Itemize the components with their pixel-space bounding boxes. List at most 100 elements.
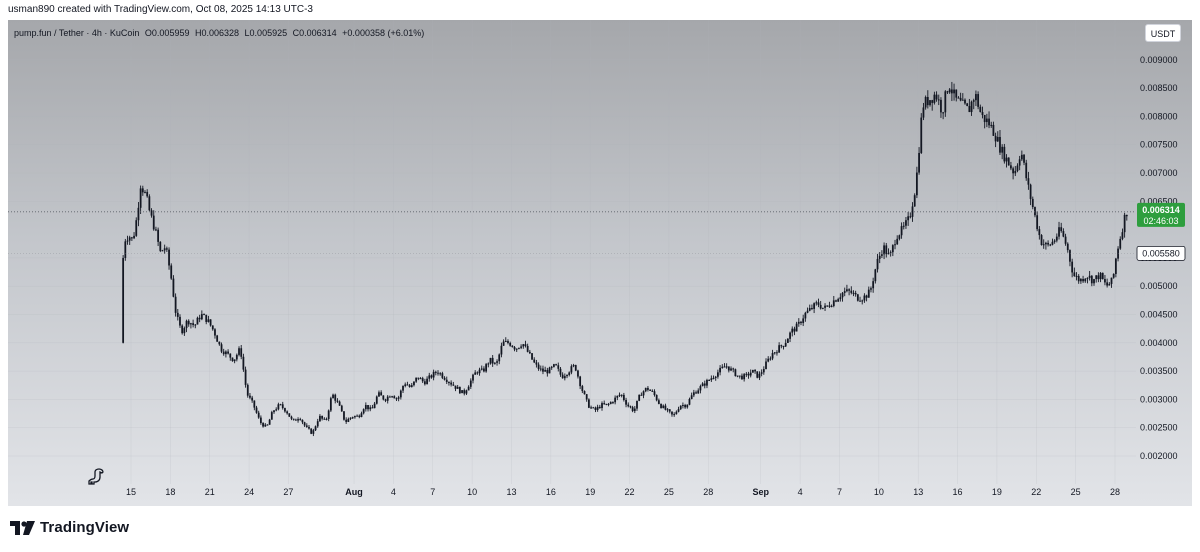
candle-body	[922, 107, 925, 118]
candle-body	[163, 248, 166, 251]
candle-body	[264, 424, 267, 427]
y-tick-label: 0.007000	[1140, 168, 1178, 178]
candle-body	[240, 348, 243, 357]
candle-body	[699, 386, 702, 391]
candle-body	[736, 375, 739, 377]
candle-body	[367, 405, 369, 410]
x-tick-label: 21	[205, 487, 215, 497]
candle-body	[192, 323, 195, 325]
candle-body	[238, 348, 240, 355]
candle-body	[1084, 278, 1087, 282]
candle-body	[159, 241, 162, 251]
candle-body	[389, 396, 391, 398]
candle-body	[1034, 207, 1036, 216]
candle-body	[157, 229, 160, 242]
candle-body	[950, 89, 953, 94]
candle-body	[1119, 238, 1122, 249]
x-tick-label: 19	[992, 487, 1002, 497]
candle-body	[292, 418, 295, 420]
author-credit: usman890 created with TradingView.com, O…	[8, 4, 313, 15]
candle-body	[553, 364, 555, 367]
x-tick-label: 15	[126, 487, 136, 497]
candle-body	[172, 278, 175, 297]
candle-body	[546, 369, 549, 374]
candle-body	[955, 89, 958, 98]
candle-body	[1058, 227, 1060, 237]
candle-body	[273, 410, 275, 413]
candle-body	[402, 385, 404, 391]
candle-body	[806, 310, 809, 313]
currency-button[interactable]: USDT	[1145, 24, 1181, 42]
candle-body	[675, 411, 678, 415]
candle-body	[821, 307, 824, 309]
time-axis[interactable]: 15 18 21 24 27 Aug 4 7 10 13 16 19 22 25 28 Sep 4 7 10 13 16…	[126, 487, 1120, 497]
candle-body	[284, 408, 286, 412]
candle-body	[325, 418, 328, 420]
candle-body	[1018, 159, 1021, 166]
candle-body	[220, 344, 223, 352]
candle-body	[870, 288, 872, 290]
candle-body	[179, 316, 181, 326]
y-tick-label: 0.008500	[1140, 83, 1178, 93]
candle-body	[977, 94, 980, 107]
candle-body	[846, 289, 848, 292]
candle-body	[526, 345, 529, 352]
candle-body	[461, 390, 463, 394]
candle-body	[981, 112, 984, 116]
candle-body	[356, 415, 359, 417]
candle-body	[386, 396, 389, 401]
candle-body	[507, 340, 509, 343]
candle-body	[1110, 277, 1113, 284]
candle-body	[940, 99, 942, 113]
candle-body	[288, 413, 291, 417]
candle-body	[214, 329, 216, 336]
candle-body	[445, 379, 448, 383]
candle-body	[1106, 282, 1109, 286]
x-tick-label: 13	[913, 487, 923, 497]
candle-body	[332, 394, 334, 399]
chart-area[interactable]: 0.009000 0.008500 0.008000 0.007500 0.007000…	[8, 20, 1192, 506]
candle-body	[472, 374, 474, 381]
candle-body	[1047, 242, 1049, 245]
candle-body	[128, 237, 131, 241]
candle-body	[203, 314, 205, 316]
x-tick-label: Aug	[345, 487, 363, 497]
candle-body	[891, 245, 894, 253]
candle-body	[242, 356, 245, 370]
candle-body	[141, 188, 144, 193]
price-axis[interactable]: 0.009000 0.008500 0.008000 0.007500 0.007000…	[1140, 55, 1178, 461]
candle-body	[828, 305, 831, 307]
y-tick-label: 0.006500	[1140, 196, 1178, 206]
candle-body	[581, 386, 584, 392]
candle-body	[474, 372, 477, 375]
candlestick-chart[interactable]: 0.009000 0.008500 0.008000 0.007500 0.007000…	[8, 20, 1192, 506]
candle-body	[257, 412, 260, 418]
tradingview-logo[interactable]: TradingView	[10, 519, 129, 536]
x-tick-label: 27	[283, 487, 293, 497]
candle-body	[944, 91, 947, 113]
candle-body	[712, 377, 715, 379]
candle-body	[771, 353, 774, 359]
candle-body	[305, 425, 308, 427]
candle-body	[992, 124, 995, 136]
y-tick-label: 0.002500	[1140, 423, 1178, 433]
x-tick-label: Sep	[753, 487, 770, 497]
y-tick-label: 0.004500	[1140, 310, 1178, 320]
candle-body	[1095, 275, 1098, 280]
candle-body	[1020, 154, 1023, 160]
x-tick-label: 10	[467, 487, 477, 497]
candle-body	[789, 332, 791, 339]
candle-body	[590, 407, 592, 409]
candle-body	[122, 257, 125, 343]
y-tick-label: 0.002000	[1140, 451, 1178, 461]
candle-body	[205, 314, 208, 322]
candle-body	[246, 384, 249, 396]
candle-body	[786, 338, 789, 343]
dino-icon[interactable]	[88, 466, 108, 486]
candle-body	[1088, 275, 1091, 278]
candle-body	[399, 390, 402, 398]
candle-body	[124, 241, 127, 258]
candle-body	[749, 372, 752, 376]
candle-body	[216, 335, 219, 342]
candle-body	[1099, 272, 1102, 280]
